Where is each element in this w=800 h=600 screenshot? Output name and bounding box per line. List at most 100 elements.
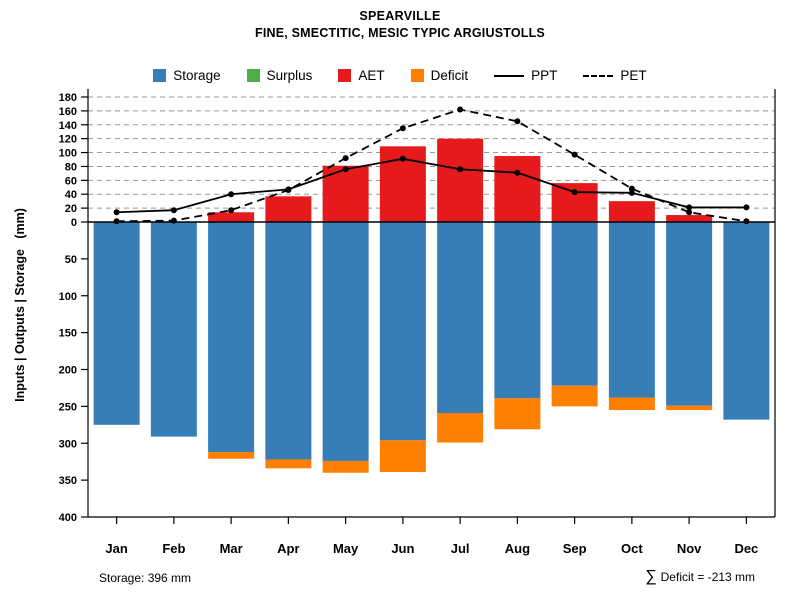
chart-title: SPEARVILLE bbox=[359, 9, 441, 23]
month-label: Oct bbox=[621, 541, 643, 556]
ppt-line-marker bbox=[170, 207, 177, 214]
pet-line-marker bbox=[399, 125, 406, 132]
aet-bar bbox=[608, 201, 655, 222]
y-tick-label: 140 bbox=[59, 120, 77, 132]
y-tick-label: 100 bbox=[59, 148, 77, 160]
pet-line-marker bbox=[743, 218, 750, 225]
chart-titles: SPEARVILLE FINE, SMECTITIC, MESIC TYPIC … bbox=[0, 9, 800, 40]
month-label: Jun bbox=[391, 541, 414, 556]
month-label: Feb bbox=[162, 541, 185, 556]
ppt-line bbox=[116, 157, 747, 214]
storage-bar bbox=[379, 222, 426, 441]
legend-item-ppt: PPT bbox=[494, 68, 557, 83]
ppt-line-marker bbox=[743, 204, 750, 211]
pet-line-marker bbox=[628, 185, 635, 192]
deficit-note-text: Deficit = -213 mm bbox=[660, 570, 755, 584]
y-tick-label: 50 bbox=[65, 254, 77, 266]
legend-item-storage: Storage bbox=[153, 68, 221, 83]
storage-bar bbox=[608, 222, 655, 398]
aet-swatch-icon bbox=[338, 69, 352, 82]
deficit-swatch-icon bbox=[410, 69, 424, 82]
deficit-bar bbox=[265, 459, 312, 469]
pet-line-marker bbox=[170, 217, 177, 224]
deficit-bar bbox=[322, 460, 369, 473]
y-tick-label: 60 bbox=[65, 175, 77, 187]
month-label: Aug bbox=[505, 541, 530, 556]
y-tick-label: 160 bbox=[59, 106, 77, 118]
y-tick-label: 100 bbox=[59, 291, 77, 303]
storage-bar bbox=[437, 222, 484, 414]
aet-bar bbox=[666, 215, 713, 222]
pet-line-sample-icon bbox=[583, 74, 614, 77]
legend-label-ppt: PPT bbox=[531, 68, 558, 83]
pet-line-marker bbox=[571, 151, 578, 158]
pet-line-marker bbox=[686, 209, 693, 216]
month-label: Nov bbox=[677, 541, 702, 556]
pet-line-marker bbox=[113, 218, 120, 225]
storage-bar bbox=[551, 222, 598, 386]
month-label: Jan bbox=[105, 541, 127, 556]
y-tick-label: 120 bbox=[59, 134, 77, 146]
y-tick-label: 180 bbox=[59, 92, 77, 104]
legend-label-surplus: Surplus bbox=[266, 68, 313, 83]
storage-bar bbox=[208, 222, 255, 453]
legend-item-aet: AET bbox=[338, 68, 385, 83]
pet-line-marker bbox=[457, 106, 464, 113]
legend-item-deficit: Deficit bbox=[410, 68, 469, 83]
y-tick-label: 0 bbox=[71, 217, 77, 229]
y-tick-label: 300 bbox=[59, 438, 77, 450]
ppt-line-marker bbox=[399, 155, 406, 162]
y-tick-label: 400 bbox=[59, 512, 77, 524]
storage-bar bbox=[265, 222, 312, 460]
deficit-bar bbox=[608, 397, 655, 411]
y-tick-label: 40 bbox=[65, 189, 77, 201]
pet-line-marker bbox=[228, 207, 235, 214]
storage-bar bbox=[666, 222, 713, 406]
y-axis-title: Inputs | Outputs | Storage (mm) bbox=[13, 208, 27, 402]
aet-bar bbox=[437, 138, 484, 222]
ppt-line-marker bbox=[571, 189, 578, 196]
legend-label-deficit: Deficit bbox=[430, 68, 469, 83]
month-label: May bbox=[333, 541, 359, 556]
storage-bar bbox=[322, 222, 369, 461]
storage-bar bbox=[494, 222, 541, 399]
ppt-line-marker bbox=[628, 189, 635, 196]
deficit-total-note: ∑ Deficit = -213 mm bbox=[645, 569, 755, 585]
aet-bar bbox=[208, 212, 255, 222]
y-tick-label: 150 bbox=[59, 328, 77, 340]
storage-bar bbox=[93, 222, 140, 425]
legend-label-pet: PET bbox=[620, 68, 647, 83]
deficit-bar bbox=[551, 385, 598, 407]
ppt-line-marker bbox=[228, 191, 235, 198]
y-tick-label: 80 bbox=[65, 161, 77, 173]
y-tick-label: 20 bbox=[65, 203, 77, 215]
pet-line-marker bbox=[285, 187, 292, 194]
sum-icon: ∑ bbox=[645, 568, 657, 585]
storage-swatch-icon bbox=[153, 69, 167, 82]
month-label: Jul bbox=[451, 541, 470, 556]
month-label: Apr bbox=[277, 541, 299, 556]
deficit-bar bbox=[494, 398, 541, 430]
surplus-swatch-icon bbox=[246, 69, 260, 82]
storage-bar bbox=[723, 222, 770, 420]
aet-bar bbox=[494, 156, 541, 222]
y-tick-label: 350 bbox=[59, 475, 77, 487]
legend-item-pet: PET bbox=[583, 68, 647, 83]
month-label: Mar bbox=[220, 541, 243, 556]
legend-label-storage: Storage bbox=[173, 68, 221, 83]
chart-legend: Storage Surplus AET Deficit PPT PET bbox=[0, 68, 800, 83]
y-tick-label: 250 bbox=[59, 401, 77, 413]
ppt-line-marker bbox=[514, 169, 521, 176]
ppt-line-sample-icon bbox=[494, 74, 525, 77]
legend-label-aet: AET bbox=[358, 68, 385, 83]
aet-bar bbox=[551, 183, 598, 222]
deficit-bar bbox=[437, 413, 484, 443]
storage-note: Storage: 396 mm bbox=[99, 571, 192, 585]
month-label: Sep bbox=[563, 541, 587, 556]
aet-bar bbox=[265, 196, 312, 222]
chart-subtitle: FINE, SMECTITIC, MESIC TYPIC ARGIUSTOLLS bbox=[255, 26, 545, 40]
y-tick-label: 200 bbox=[59, 365, 77, 377]
storage-bar bbox=[150, 222, 197, 437]
